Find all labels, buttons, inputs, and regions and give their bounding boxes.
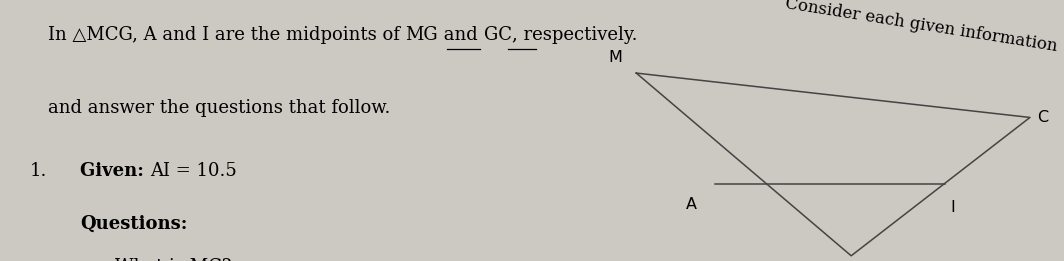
Text: and: and <box>438 26 484 44</box>
Text: C: C <box>1037 110 1048 125</box>
Text: What is MC?: What is MC? <box>115 258 231 261</box>
Text: •: • <box>80 258 90 261</box>
Text: MG: MG <box>405 26 438 44</box>
Text: Questions:: Questions: <box>80 215 187 233</box>
Text: M: M <box>609 50 622 65</box>
Text: 1.: 1. <box>30 162 47 180</box>
Text: Given:: Given: <box>80 162 150 180</box>
Text: , respectively.: , respectively. <box>512 26 637 44</box>
Text: In △MCG, A and I are the midpoints of: In △MCG, A and I are the midpoints of <box>48 26 405 44</box>
Text: Consider each given information: Consider each given information <box>784 0 1059 55</box>
Text: GC: GC <box>484 26 512 44</box>
Text: A: A <box>686 197 697 212</box>
Text: I: I <box>950 200 954 215</box>
Text: AI = 10.5: AI = 10.5 <box>150 162 236 180</box>
Text: and answer the questions that follow.: and answer the questions that follow. <box>48 99 390 117</box>
